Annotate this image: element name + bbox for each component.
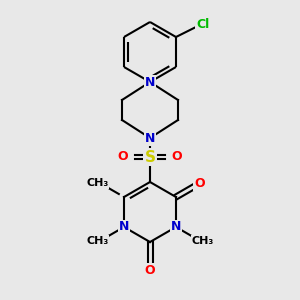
Text: CH₃: CH₃ [86, 236, 108, 245]
Text: CH₃: CH₃ [86, 178, 108, 188]
Text: CH₃: CH₃ [192, 236, 214, 245]
Text: N: N [171, 220, 181, 233]
Text: S: S [145, 149, 155, 164]
Text: O: O [194, 177, 205, 190]
Text: N: N [145, 76, 155, 88]
Text: O: O [118, 151, 128, 164]
Text: N: N [119, 220, 129, 233]
Text: O: O [145, 263, 155, 277]
Text: O: O [172, 151, 182, 164]
Text: N: N [145, 131, 155, 145]
Text: Cl: Cl [196, 19, 210, 32]
